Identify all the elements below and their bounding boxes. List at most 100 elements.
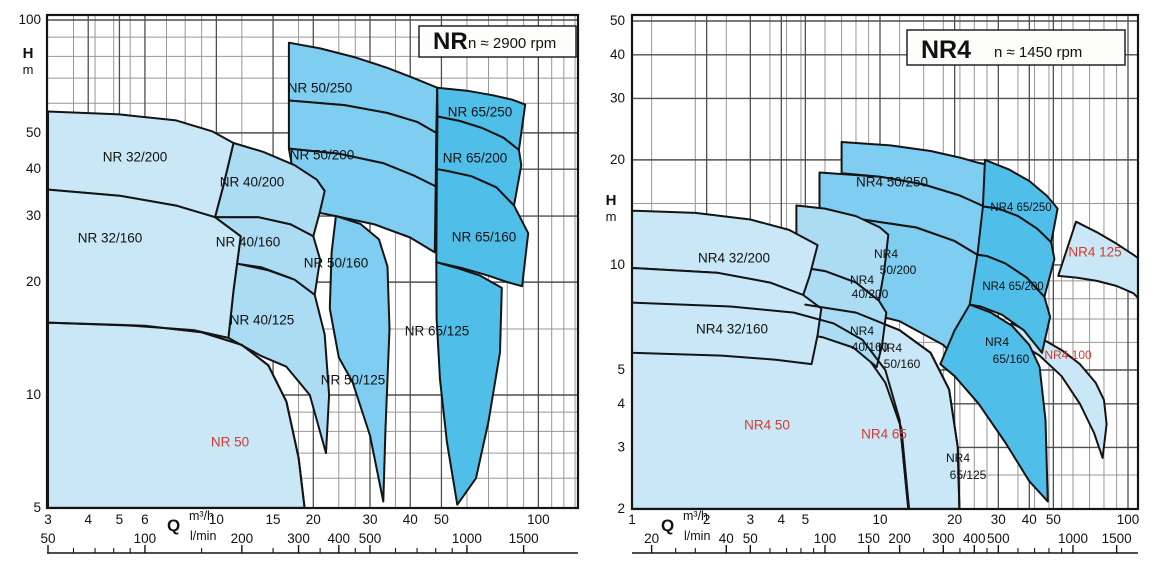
x-axis-unit-m3h: m³/h — [683, 509, 708, 523]
plot-border — [630, 13, 1140, 511]
pump-region-label: NR 50/250 — [288, 81, 353, 96]
chart-title-box: NR4 n ≈ 1450 rpm — [906, 29, 1126, 66]
x-tick-lmin: 40 — [719, 531, 734, 546]
pump-region-label: NR4 32/160 — [696, 322, 768, 337]
x-tick-lmin: 300 — [287, 531, 310, 546]
pump-region-label: NR 65/200 — [443, 151, 508, 166]
x-axis-unit-m3h: m³/h — [189, 509, 214, 523]
x-tick-m3h: 50 — [1046, 512, 1061, 527]
y-tick-label: 30 — [610, 90, 625, 105]
y-tick-label: 20 — [26, 274, 41, 289]
x-tick-m3h: 6 — [141, 512, 149, 527]
pump-region-label: NR 40/200 — [220, 175, 285, 190]
pump-envelope-label: NR4 100 — [1044, 348, 1092, 362]
region-nr4-65-160 — [968, 253, 1052, 354]
plot-border — [45, 13, 580, 510]
chart-title: NR4 — [921, 36, 971, 64]
pump-region-label: 65/125 — [950, 468, 987, 482]
pump-envelope-label: NR4 50 — [744, 418, 790, 433]
y-tick-label: 50 — [610, 13, 625, 28]
pump-regions — [632, 141, 1138, 509]
pump-region-label: NR4 — [874, 247, 898, 261]
y-tick-label: 40 — [26, 161, 41, 176]
x-tick-lmin: 1500 — [1102, 531, 1132, 546]
x-tick-lmin: 300 — [932, 531, 955, 546]
x-tick-m3h: 20 — [947, 512, 962, 527]
pump-envelope-label: NR 50 — [211, 435, 249, 450]
x-tick-lmin: 50 — [743, 531, 758, 546]
chart-title-box: NR n ≈ 2900 rpm — [418, 25, 577, 58]
y-tick-label: 10 — [26, 387, 41, 402]
x-tick-m3h: 100 — [527, 512, 550, 527]
pump-region-label: NR 40/160 — [216, 235, 281, 250]
chart-subtitle: n ≈ 2900 rpm — [468, 35, 556, 52]
x-tick-m3h: 100 — [1117, 512, 1140, 527]
y-axis-labels: 50 40 30 20 10 5 4 3 2 Hm — [606, 13, 626, 516]
chart-nr-2900: NR 32/200 NR 32/160 NR 40/200 NR 40/160 NR 4… — [18, 12, 580, 554]
x-tick-lmin: 1000 — [452, 531, 482, 546]
x-tick-m3h: 4 — [778, 512, 786, 527]
x-axis-labels: 1 2 3 4 5 10 20 30 40 50 100 20 40 50 100 150 200 300 400 5… — [628, 509, 1139, 546]
pump-region-label: NR 50/160 — [304, 256, 369, 271]
nr4-50-envelope-top-curve — [632, 301, 910, 509]
x-tick-lmin: 100 — [814, 531, 837, 546]
y-axis-unit: m — [606, 209, 617, 224]
x-tick-m3h: 2 — [703, 512, 711, 527]
x-tick-lmin: 400 — [328, 531, 351, 546]
region-nr4-125-envelope — [1057, 220, 1138, 300]
y-tick-label: 30 — [26, 208, 41, 223]
y-axis-title: H — [606, 192, 617, 209]
pump-region-label: 65/160 — [993, 352, 1030, 366]
nr4-65-envelope-top-curve — [804, 303, 961, 509]
pump-region-label: NR4 50/250 — [856, 175, 928, 190]
pump-regions — [47, 41, 530, 508]
x-tick-m3h: 30 — [362, 512, 377, 527]
x-tick-lmin: 20 — [644, 531, 659, 546]
pump-region-label: NR 32/160 — [78, 231, 143, 246]
x-tick-m3h: 15 — [266, 512, 281, 527]
x-tick-m3h: 5 — [802, 512, 810, 527]
pump-region-label: NR 40/125 — [230, 313, 295, 328]
x-tick-lmin: 50 — [40, 531, 55, 546]
x-tick-m3h: 20 — [306, 512, 321, 527]
x-tick-m3h: 30 — [991, 512, 1006, 527]
pump-region-label: NR4 — [946, 451, 970, 465]
pump-region-label: 40/200 — [852, 287, 889, 301]
y-tick-label: 3 — [617, 439, 625, 454]
x-axis-title: Q — [661, 516, 674, 535]
pump-region-label: 50/200 — [880, 263, 917, 277]
y-axis-labels: 100 50 40 30 20 10 5 Hm — [18, 12, 41, 515]
x-tick-m3h: 10 — [872, 512, 887, 527]
pump-region-label: NR4 65/250 — [990, 202, 1051, 214]
x-axis-labels: 3 4 5 6 10 15 20 30 40 50 100 50 100 200 300 400 500 1000… — [40, 509, 549, 546]
pump-region-label: NR4 32/200 — [698, 251, 770, 266]
pump-region-label: 40/160 — [852, 340, 889, 354]
x-tick-m3h: 10 — [209, 512, 224, 527]
lmin-ruler — [632, 545, 1138, 554]
pump-region-label: NR4 65/200 — [982, 281, 1043, 293]
lmin-ruler — [47, 545, 578, 554]
x-tick-m3h: 1 — [628, 512, 636, 527]
y-tick-label: 40 — [610, 47, 625, 62]
pump-region-label: NR4 — [878, 341, 902, 355]
x-axis-title: Q — [167, 516, 180, 535]
x-tick-lmin: 100 — [134, 531, 157, 546]
pump-envelope-label: NR4 65 — [861, 427, 907, 442]
chart-subtitle: n ≈ 1450 rpm — [994, 44, 1082, 61]
y-tick-label: 20 — [610, 152, 625, 167]
region-nr4-65-125 — [939, 303, 1049, 503]
region-nr-65-160 — [435, 168, 530, 288]
pump-region-label: NR4 — [850, 273, 874, 287]
y-tick-label: 50 — [26, 125, 41, 140]
pump-envelope-label: NR4 125 — [1068, 245, 1121, 260]
x-tick-lmin: 1000 — [1058, 531, 1088, 546]
x-tick-lmin: 500 — [987, 531, 1010, 546]
y-tick-label: 5 — [617, 362, 625, 377]
chart-title: NR — [433, 28, 468, 55]
region-nr4-32-160 — [632, 267, 823, 366]
x-tick-m3h: 4 — [84, 512, 92, 527]
